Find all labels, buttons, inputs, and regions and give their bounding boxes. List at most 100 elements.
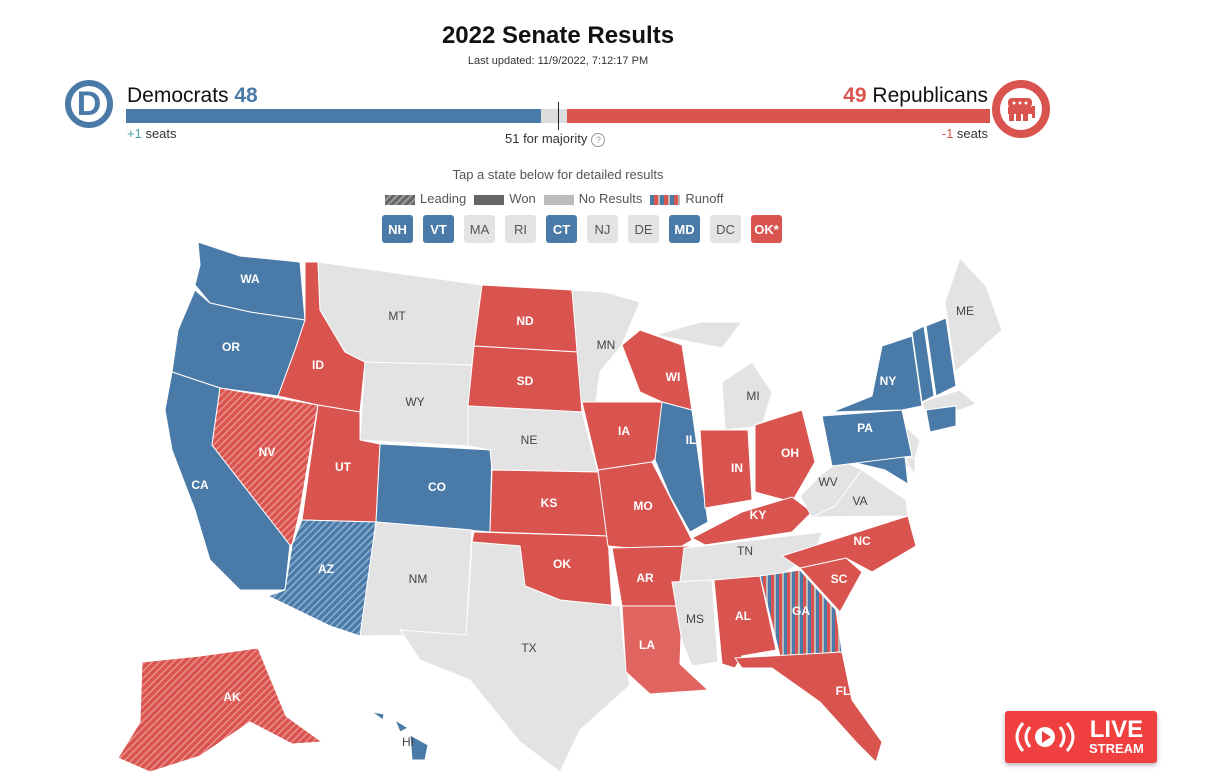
state-label: WY	[405, 395, 424, 409]
state-il[interactable]: IL	[654, 401, 709, 533]
state-shape[interactable]	[654, 401, 709, 533]
state-button-md[interactable]: MD	[669, 215, 700, 243]
state-shape[interactable]	[409, 734, 429, 761]
state-ny[interactable]: NY	[831, 335, 923, 413]
state-ia[interactable]: IA	[581, 401, 673, 471]
state-shape[interactable]	[759, 569, 843, 657]
state-shape[interactable]	[799, 459, 863, 518]
state-label: MN	[597, 338, 616, 352]
state-ms[interactable]: MS	[671, 579, 719, 667]
state-shape[interactable]	[671, 579, 719, 667]
dem-seat-count: 48	[234, 84, 258, 107]
state-button-dc[interactable]: DC	[710, 215, 741, 243]
state-la[interactable]: LA	[621, 605, 710, 695]
state-oh[interactable]: OH	[754, 409, 816, 503]
state-in[interactable]: IN	[699, 429, 753, 509]
democrat-logo-icon: D	[65, 80, 113, 128]
won-swatch	[474, 194, 505, 205]
state-button-ct[interactable]: CT	[546, 215, 577, 243]
state-label: NY	[880, 374, 897, 388]
state-shape[interactable]	[399, 541, 631, 773]
small-state-buttons: NH VT MA RI CT NJ DE MD DC OK*	[382, 215, 782, 243]
state-button-vt[interactable]: VT	[423, 215, 454, 243]
state-mi[interactable]: MI	[654, 321, 773, 431]
state-mn[interactable]: MN	[571, 289, 641, 413]
live-stream-button[interactable]: LIVE STREAM	[1005, 711, 1157, 763]
last-updated: Last updated: 11/9/2022, 7:12:17 PM	[467, 55, 649, 67]
state-label: MO	[633, 499, 652, 513]
state-label: CA	[191, 478, 209, 492]
state-sd[interactable]: SD	[467, 345, 583, 413]
state-wv[interactable]: WV	[799, 459, 863, 518]
state-me[interactable]: ME	[944, 257, 1003, 373]
dem-logo-letter: D	[76, 84, 102, 123]
small-state-shape[interactable]	[921, 389, 977, 411]
state-button-nj[interactable]: NJ	[587, 215, 618, 243]
state-shape[interactable]	[734, 651, 883, 763]
small-state-shape[interactable]	[925, 405, 957, 433]
state-label: WV	[818, 475, 837, 489]
republicans-label: 49 Republicans	[843, 84, 988, 108]
legend-no-results: No Results	[543, 191, 642, 206]
state-label: KS	[541, 496, 558, 510]
state-button-ri[interactable]: RI	[505, 215, 536, 243]
state-shape[interactable]	[621, 329, 693, 411]
help-icon[interactable]: ?	[591, 133, 606, 147]
state-shape[interactable]	[821, 409, 913, 467]
state-hi[interactable]: HI	[371, 711, 429, 761]
state-label: CO	[428, 480, 446, 494]
state-nd[interactable]: ND	[473, 284, 579, 353]
state-shape[interactable]	[699, 429, 753, 509]
live-label: LIVE	[1089, 715, 1144, 743]
small-state-shape[interactable]	[925, 317, 957, 397]
state-shape[interactable]	[944, 257, 1003, 373]
state-az[interactable]: AZ	[266, 519, 377, 637]
state-ga[interactable]: GA	[759, 569, 843, 657]
state-button-ok[interactable]: OK*	[751, 215, 782, 243]
small-state-shape[interactable]	[904, 457, 916, 478]
state-pa[interactable]: PA	[821, 409, 913, 467]
state-shape[interactable]	[721, 361, 773, 431]
state-co[interactable]: CO	[375, 443, 493, 533]
state-shape[interactable]	[754, 409, 816, 503]
tap-hint: Tap a state below for detailed results	[452, 167, 664, 182]
state-label: IA	[618, 424, 630, 438]
no-results-swatch	[543, 194, 574, 205]
state-button-nh[interactable]: NH	[382, 215, 413, 243]
state-ak[interactable]: AK	[117, 647, 324, 773]
state-nm[interactable]: NM	[359, 521, 473, 637]
state-label: KY	[750, 508, 767, 522]
state-button-de[interactable]: DE	[628, 215, 659, 243]
rep-change-value: -1	[941, 126, 954, 141]
state-shape[interactable]	[654, 321, 744, 349]
state-label: NM	[409, 572, 428, 586]
dem-change-value: +1	[127, 126, 142, 141]
state-label: WA	[240, 272, 260, 286]
small-state-shape[interactable]	[911, 325, 935, 403]
state-fl[interactable]: FL	[734, 651, 883, 763]
state-ks[interactable]: KS	[489, 469, 609, 537]
state-shape[interactable]	[371, 711, 385, 721]
dem-seats-label: seats	[145, 126, 177, 141]
state-button-ma[interactable]: MA	[464, 215, 495, 243]
state-ca[interactable]: CA	[164, 371, 291, 591]
state-tx[interactable]: TX	[399, 541, 631, 773]
dem-seat-bar	[126, 109, 541, 123]
state-label: VA	[852, 494, 867, 508]
state-wi[interactable]: WI	[621, 329, 693, 411]
state-wy[interactable]: WY	[359, 361, 473, 447]
live-broadcast-icon	[1015, 722, 1075, 752]
state-label: NC	[853, 534, 871, 548]
state-label: AL	[735, 609, 751, 623]
state-shape[interactable]	[831, 335, 923, 413]
democrats-label: Democrats 48	[127, 84, 258, 108]
legend-label: Leading	[420, 191, 467, 206]
state-ky[interactable]: KY	[690, 496, 813, 546]
state-shape[interactable]	[393, 718, 410, 733]
state-label: MI	[746, 389, 759, 403]
state-shape[interactable]	[117, 647, 324, 773]
state-label: ME	[956, 304, 974, 318]
state-label: SC	[831, 572, 848, 586]
